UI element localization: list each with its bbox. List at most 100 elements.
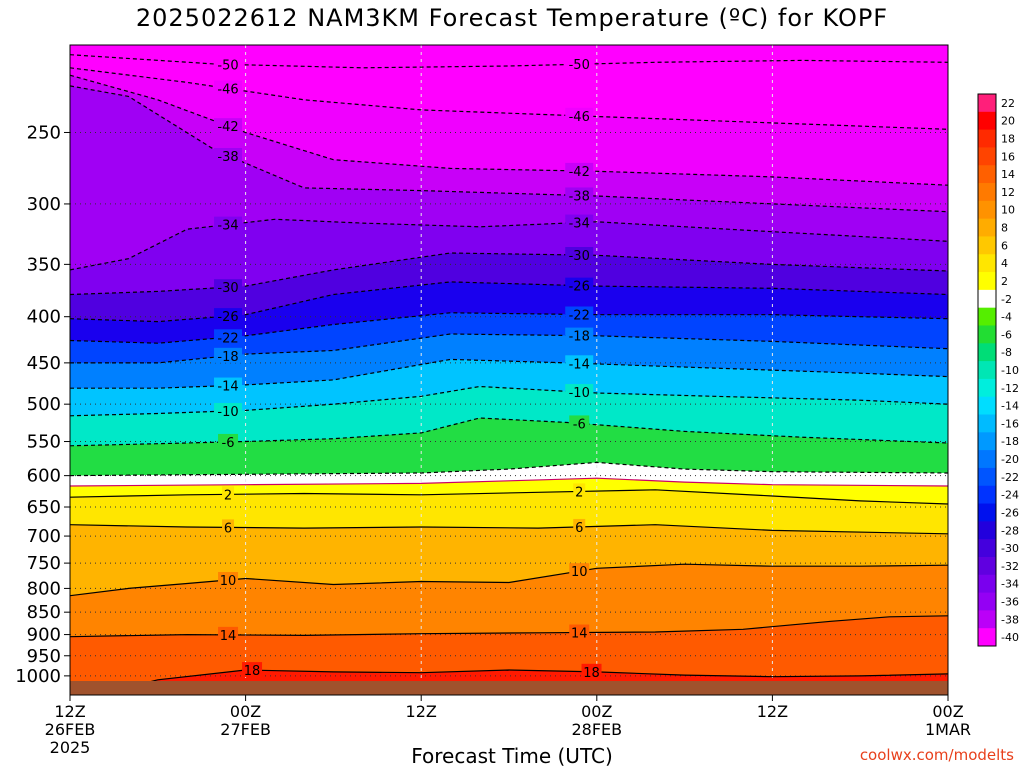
isotherm-line: [70, 563, 948, 597]
grid-lines: [70, 45, 948, 695]
isotherm-label-bg: [214, 216, 243, 232]
isotherm-line: [70, 312, 948, 344]
colorbar-swatch: [978, 325, 996, 344]
isotherm-label: -46: [569, 110, 590, 125]
x-tick-label: 12Z: [54, 702, 85, 721]
isotherm-label: -50: [569, 58, 590, 73]
isotherm-label-bg: [565, 187, 594, 203]
isotherm-label-bg: [569, 624, 590, 640]
colorbar-label: -38: [1001, 613, 1019, 626]
y-tick-label: 950: [27, 646, 61, 667]
isotherm-label: 18: [244, 664, 261, 679]
ground-surface: [70, 681, 948, 695]
isotherm-label-bg: [218, 433, 239, 449]
colorbar-label: -2: [1001, 293, 1012, 306]
colorbar-label: 6: [1001, 239, 1008, 252]
colorbar-swatch: [978, 111, 996, 131]
x-tick-label: 00Z: [932, 702, 963, 721]
isotherm-label-bg: [565, 162, 594, 178]
colorbar-label: 4: [1001, 257, 1008, 270]
isotherm-label: -46: [217, 83, 238, 98]
isotherm-line: [70, 85, 948, 213]
isotherm-label-bg: [214, 329, 243, 345]
y-tick-label: 800: [27, 578, 61, 599]
colorbar-label: -22: [1001, 471, 1019, 484]
colorbar-label: -26: [1001, 506, 1019, 519]
colorbar-label: 14: [1001, 168, 1015, 181]
x-tick-label: 12Z: [757, 702, 788, 721]
isotherm-label-bg: [565, 327, 594, 343]
x-axis-label: Forecast Time (UTC): [411, 744, 613, 768]
colorbar-label: -34: [1001, 578, 1019, 591]
colorbar-label: -20: [1001, 453, 1019, 466]
colorbar-label: -10: [1001, 364, 1019, 377]
isotherm-label: -14: [217, 380, 238, 395]
y-tick-label: 750: [27, 553, 61, 574]
colorbar-label: 12: [1001, 186, 1015, 199]
y-tick-label: 550: [27, 432, 61, 453]
colorbar-swatch: [978, 539, 996, 558]
y-tick-label: 850: [27, 602, 61, 623]
colorbar-swatch: [978, 574, 996, 594]
isotherm-label-bg: [573, 518, 586, 534]
isotherm-line: [70, 67, 948, 130]
colorbar-swatch: [978, 289, 996, 309]
colorbar-label: -12: [1001, 382, 1019, 395]
colorbar-swatch: [978, 147, 996, 166]
isotherm-label: 14: [571, 627, 588, 642]
colorbar-swatch: [978, 254, 996, 273]
colorbar-frame: [977, 93, 997, 647]
colorbar-label: -14: [1001, 400, 1019, 413]
chart-title: 2025022612 NAM3KM Forecast Temperature (…: [135, 4, 889, 32]
isotherm-label-bg: [565, 56, 594, 72]
isotherm-label: 6: [575, 521, 583, 536]
colorbar-swatch: [978, 378, 996, 398]
x-tick-label: 2025: [50, 738, 91, 757]
y-tick-label: 400: [27, 307, 61, 328]
isotherm-label: 10: [220, 574, 237, 589]
temperature-colorbar: 22 20 18 16 14 12 10 8 6 4 2 -2 -4 -6 -8 -10 -12 -14 -16 -1…: [977, 93, 1019, 647]
isotherm-label-bg: [222, 486, 235, 502]
colorbar-swatch: [978, 361, 996, 380]
isotherm-label: -6: [573, 417, 586, 432]
isotherm-label: -6: [222, 436, 235, 451]
isotherm-label-bg: [214, 377, 243, 393]
colorbar-swatch: [978, 129, 996, 148]
isotherm-label: -30: [569, 249, 590, 264]
isotherm-line: [70, 281, 948, 323]
colorbar-swatch: [978, 165, 996, 184]
colorbar-label: -8: [1001, 346, 1012, 359]
colorbar-label: 2: [1001, 275, 1008, 288]
isotherm-line: [70, 74, 948, 186]
x-tick-label: 00Z: [581, 702, 612, 721]
isotherm-line: [70, 358, 948, 389]
colorbar-swatch: [978, 307, 996, 326]
colorbar-swatch: [978, 396, 996, 416]
isotherm-label-bg: [569, 415, 590, 431]
isotherm-label: -30: [217, 281, 238, 296]
colorbar-label: -24: [1001, 489, 1019, 502]
colorbar-swatch: [978, 556, 996, 576]
isotherm-label-bg: [573, 483, 586, 499]
isotherm-label: -50: [217, 58, 238, 73]
isotherm-contours: [70, 54, 948, 695]
colorbar-label: 10: [1001, 204, 1015, 217]
temperature-fill-layers: [70, 45, 948, 695]
isotherm-label-bg: [581, 663, 602, 679]
isotherm-label-bg: [214, 347, 243, 363]
isotherm-label: 10: [571, 565, 588, 580]
y-tick-label: 900: [27, 625, 61, 646]
source-credit: coolwx.com/modelts: [859, 746, 1014, 764]
isotherm-label-bg: [565, 306, 594, 322]
isotherm-label-bg: [565, 384, 594, 400]
isotherm-line: [70, 417, 948, 447]
isotherm-line: [70, 461, 948, 477]
isotherm-label-bg: [214, 403, 243, 419]
plot-frame: [69, 44, 949, 696]
x-tick-label: 27FEB: [220, 720, 271, 739]
y-tick-label: 300: [27, 194, 61, 215]
isotherm-label-bg: [565, 355, 594, 371]
colorbar-label: 18: [1001, 133, 1015, 146]
isotherm-label-bg: [242, 662, 263, 678]
